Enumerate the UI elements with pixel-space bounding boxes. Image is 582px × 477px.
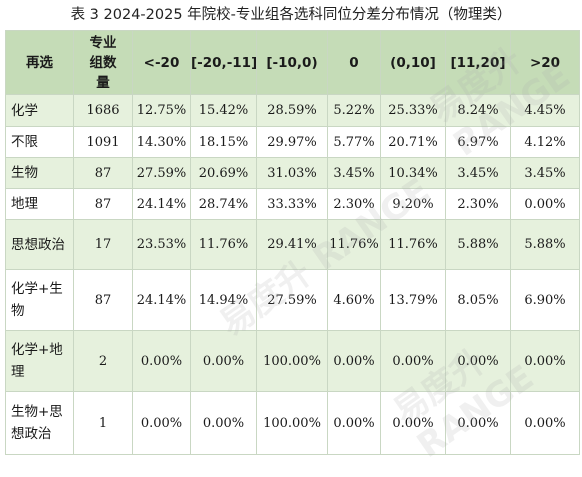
header-cell: (0,10] (380, 30, 446, 95)
percent-cell: 23.53% (132, 219, 191, 270)
percent-cell: 0.00% (132, 391, 191, 455)
row-label-cell: 地理 (5, 188, 74, 220)
percent-cell: 100.00% (256, 391, 328, 455)
row-label-cell: 生物+思想政治 (5, 391, 74, 455)
percent-cell: 28.59% (256, 94, 328, 127)
percent-cell: 14.30% (132, 126, 191, 158)
percent-cell: 0.00% (380, 391, 446, 455)
percent-cell: 20.69% (190, 157, 257, 189)
percent-cell: 5.77% (327, 126, 381, 158)
percent-cell: 0.00% (190, 391, 257, 455)
count-cell: 87 (73, 188, 133, 220)
table-row: 生物+思想政治 1 0.00% 0.00% 100.00% 0.00% 0.00% 0.00%… (5, 391, 580, 455)
percent-cell: 6.90% (510, 269, 580, 331)
table-row: 生物 87 27.59% 20.69% 31.03% 3.45% 10.34% 3.45% 3.… (5, 157, 580, 189)
percent-cell: 10.34% (380, 157, 446, 189)
count-cell: 17 (73, 219, 133, 270)
percent-cell: 5.88% (510, 219, 580, 270)
percent-cell: 13.79% (380, 269, 446, 331)
table-row: 化学+生物 87 24.14% 14.94% 27.59% 4.60% 13.79% 8.05… (5, 269, 580, 331)
count-cell: 1686 (73, 94, 133, 127)
percent-cell: 5.88% (445, 219, 511, 270)
percent-cell: 2.30% (445, 188, 511, 220)
percent-cell: 27.59% (256, 269, 328, 331)
percent-cell: 3.45% (445, 157, 511, 189)
percent-cell: 3.45% (510, 157, 580, 189)
percent-cell: 18.15% (190, 126, 257, 158)
percent-cell: 0.00% (327, 330, 381, 392)
percent-cell: 28.74% (190, 188, 257, 220)
percent-cell: 9.20% (380, 188, 446, 220)
percent-cell: 27.59% (132, 157, 191, 189)
percent-cell: 4.45% (510, 94, 580, 127)
percent-cell: 8.24% (445, 94, 511, 127)
percent-cell: 11.76% (190, 219, 257, 270)
percent-cell: 8.05% (445, 269, 511, 331)
percent-cell: 0.00% (380, 330, 446, 392)
percent-cell: 0.00% (445, 330, 511, 392)
header-cell: >20 (510, 30, 580, 95)
row-label-cell: 思想政治 (5, 219, 74, 270)
table-row: 化学+地理 2 0.00% 0.00% 100.00% 0.00% 0.00% 0.00% 0.… (5, 330, 580, 392)
percent-cell: 29.97% (256, 126, 328, 158)
percent-cell: 25.33% (380, 94, 446, 127)
percent-cell: 0.00% (510, 391, 580, 455)
row-label-cell: 不限 (5, 126, 74, 158)
header-cell: [-20,-11] (190, 30, 257, 95)
count-cell: 2 (73, 330, 133, 392)
percent-cell: 20.71% (380, 126, 446, 158)
percent-cell: 2.30% (327, 188, 381, 220)
percent-cell: 31.03% (256, 157, 328, 189)
percent-cell: 12.75% (132, 94, 191, 127)
percent-cell: 0.00% (190, 330, 257, 392)
percent-cell: 0.00% (510, 188, 580, 220)
table-row: 地理 87 24.14% 28.74% 33.33% 2.30% 9.20% 2.30% 0.0… (5, 188, 580, 220)
percent-cell: 11.76% (327, 219, 381, 270)
percent-cell: 100.00% (256, 330, 328, 392)
percent-cell: 24.14% (132, 188, 191, 220)
percent-cell: 3.45% (327, 157, 381, 189)
count-cell: 1 (73, 391, 133, 455)
count-cell: 1091 (73, 126, 133, 158)
row-label-cell: 化学 (5, 94, 74, 127)
row-label-cell: 化学+生物 (5, 269, 74, 331)
header-cell: [11,20] (445, 30, 511, 95)
percent-cell: 33.33% (256, 188, 328, 220)
header-cell: 0 (327, 30, 381, 95)
header-cell: 再选 (5, 30, 74, 95)
percent-cell: 5.22% (327, 94, 381, 127)
percent-cell: 4.60% (327, 269, 381, 331)
percent-cell: 24.14% (132, 269, 191, 331)
percent-cell: 4.12% (510, 126, 580, 158)
count-cell: 87 (73, 157, 133, 189)
table-caption: 表 3 2024-2025 年院校-专业组各选科同位分差分布情况（物理类） (70, 7, 512, 23)
table-row: 不限 1091 14.30% 18.15% 29.97% 5.77% 20.71% 6.97%… (5, 126, 580, 158)
percent-cell: 15.42% (190, 94, 257, 127)
percent-cell: 29.41% (256, 219, 328, 270)
row-label-cell: 化学+地理 (5, 330, 74, 392)
header-row: 再选 专业组数量 <-20 [-20,-11] [-10,0) 0 (0,10]… (5, 30, 580, 95)
count-cell: 87 (73, 269, 133, 331)
table-row: 化学 1686 12.75% 15.42% 28.59% 5.22% 25.33% 8.24%… (5, 94, 580, 127)
header-cell: 专业组数量 (73, 30, 133, 95)
percent-cell: 0.00% (445, 391, 511, 455)
row-label-cell: 生物 (5, 157, 74, 189)
percent-cell: 0.00% (132, 330, 191, 392)
percent-cell: 11.76% (380, 219, 446, 270)
table-row: 思想政治 17 23.53% 11.76% 29.41% 11.76% 11.76% 5.88… (5, 219, 580, 270)
percent-cell: 6.97% (445, 126, 511, 158)
percent-cell: 14.94% (190, 269, 257, 331)
header-cell: <-20 (132, 30, 191, 95)
data-table: 再选 专业组数量 <-20 [-20,-11] [-10,0) 0 (0,10]… (5, 30, 580, 455)
header-cell: [-10,0) (256, 30, 328, 95)
percent-cell: 0.00% (327, 391, 381, 455)
percent-cell: 0.00% (510, 330, 580, 392)
